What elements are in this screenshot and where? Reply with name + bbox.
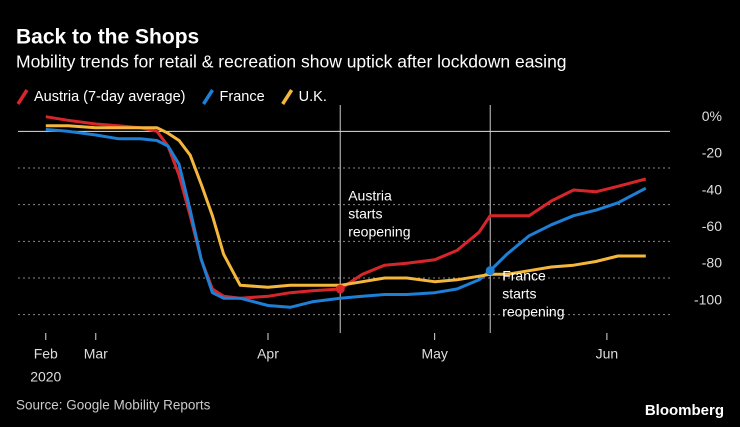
x-tick-label: Apr (257, 346, 279, 362)
annotation-text: starts (348, 206, 382, 222)
y-tick-label: -60 (702, 218, 722, 234)
x-tick-label: May (421, 346, 447, 362)
chart-title: Back to the Shops (16, 26, 199, 49)
line-series (45, 128, 647, 309)
annotation-dot (335, 284, 345, 294)
y-tick-label: -100 (694, 291, 722, 307)
y-tick-label: 0% (702, 108, 722, 124)
x-tick-label: Feb (34, 346, 58, 362)
annotation-text: reopening (348, 224, 410, 240)
annotation-text: reopening (502, 304, 564, 320)
brand: Bloomberg (645, 402, 724, 419)
line-series (45, 124, 646, 289)
annotation-dot (485, 266, 495, 276)
y-tick-label: -80 (702, 255, 722, 271)
line-series (45, 115, 647, 300)
x-tick-label: Jun (596, 346, 619, 362)
y-tick-label: -40 (702, 181, 722, 197)
legend-swatch (281, 89, 294, 105)
x-sublabel: 2020 (30, 369, 61, 385)
annotation-text: Austria (348, 188, 392, 204)
annotation-text: starts (502, 286, 536, 302)
legend-swatch (16, 89, 29, 105)
legend-label: Austria (7-day average) (34, 89, 186, 105)
legend-label: U.K. (299, 89, 327, 105)
legend-swatch (202, 89, 214, 105)
source: Source: Google Mobility Reports (16, 398, 211, 413)
chart-subtitle: Mobility trends for retail & recreation … (16, 52, 567, 72)
x-tick-label: Mar (84, 346, 108, 362)
annotation-text: France (502, 268, 546, 284)
legend-label: France (220, 89, 265, 105)
y-tick-label: -20 (702, 145, 722, 161)
